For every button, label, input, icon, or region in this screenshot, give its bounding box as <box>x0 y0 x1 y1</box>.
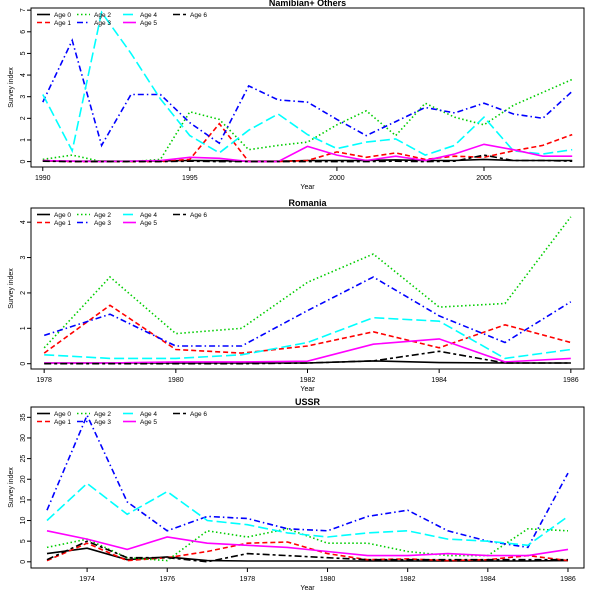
y-tick-label: 6 <box>20 30 27 34</box>
y-tick-label: 10 <box>20 517 27 525</box>
legend-label: Age 5 <box>140 20 157 27</box>
legend-label: Age 4 <box>140 12 157 19</box>
series-line-age-2 <box>42 78 573 163</box>
series-line-age-3 <box>42 38 573 148</box>
y-tick-label: 0 <box>20 362 27 366</box>
y-axis-label: Survey index <box>8 67 15 108</box>
series-line-age-0 <box>46 547 569 562</box>
y-tick-label: 0 <box>20 560 27 564</box>
y-tick-label: 1 <box>20 138 27 142</box>
series-line-age-1 <box>46 541 569 562</box>
x-tick-label: 1986 <box>563 377 579 384</box>
y-tick-label: 3 <box>20 255 27 259</box>
legend-label: Age 1 <box>54 220 71 227</box>
series-line-age-1 <box>43 304 572 354</box>
x-tick-label: 1974 <box>79 576 95 583</box>
panel-title: Namibian+ Others <box>269 0 346 8</box>
legend-label: Age 2 <box>94 212 111 219</box>
series-line-age-3 <box>46 413 569 549</box>
panel-title: USSR <box>295 397 321 407</box>
y-tick-label: 4 <box>20 220 27 224</box>
y-tick-label: 3 <box>20 95 27 99</box>
x-tick-label: 1995 <box>182 175 198 182</box>
series-line-age-4 <box>46 482 569 547</box>
series-line-age-4 <box>44 316 571 360</box>
legend-label: Age 1 <box>54 419 71 426</box>
y-tick-label: 25 <box>20 455 27 463</box>
x-tick-label: 1980 <box>168 377 184 384</box>
legend-label: Age 6 <box>190 411 207 418</box>
legend-label: Age 2 <box>94 411 111 418</box>
panel-3: USSR 0 5 10 15 20 25 30 35 1974 1976 1978 1980 1982 19… <box>8 397 585 592</box>
y-axis-label: Survey index <box>8 268 15 309</box>
x-tick-label: 1978 <box>240 576 256 583</box>
legend-label: Age 6 <box>190 12 207 19</box>
legend-label: Age 5 <box>140 419 157 426</box>
x-tick-label: 1978 <box>36 377 52 384</box>
series-line-age-2 <box>43 216 572 349</box>
y-tick-label: 20 <box>20 475 27 483</box>
y-tick-label: 4 <box>20 73 27 77</box>
y-tick-label: 7 <box>20 8 27 12</box>
x-axis-label: Year <box>300 386 315 393</box>
x-tick-label: 1984 <box>431 377 447 384</box>
x-tick-label: 1982 <box>300 377 316 384</box>
x-axis-label: Year <box>300 585 315 592</box>
x-tick-label: 1986 <box>560 576 576 583</box>
y-tick-label: 30 <box>20 434 27 442</box>
x-axis-label: Year <box>300 184 315 191</box>
legend-label: Age 0 <box>54 212 71 219</box>
panel-1: Namibian+ Others 0 1 2 3 4 5 6 7 1990 1995 2000 2005… <box>8 0 585 191</box>
series-line-age-5 <box>44 338 571 364</box>
y-tick-label: 0 <box>20 160 27 164</box>
legend-label: Age 3 <box>94 419 111 426</box>
plot-frame <box>30 406 585 569</box>
legend-label: Age 0 <box>54 411 71 418</box>
plot-frame <box>30 7 585 168</box>
legend-label: Age 0 <box>54 12 71 19</box>
series-line-age-5 <box>46 530 569 557</box>
series-line-age-6 <box>46 540 568 563</box>
y-tick-label: 5 <box>20 51 27 55</box>
legend-label: Age 3 <box>94 220 111 227</box>
y-tick-label: 1 <box>20 326 27 330</box>
panel-title: Romania <box>288 198 327 208</box>
y-axis-label: Survey index <box>8 467 15 508</box>
y-tick-label: 2 <box>20 116 27 120</box>
x-tick-label: 1984 <box>480 576 496 583</box>
legend-label: Age 4 <box>140 411 157 418</box>
panel-2: Romania 0 1 2 3 4 1978 1980 1982 1984 1986 Year Surv… <box>8 198 585 393</box>
y-tick-label: 15 <box>20 496 27 504</box>
legend-label: Age 6 <box>190 212 207 219</box>
x-tick-label: 2005 <box>476 175 492 182</box>
x-tick-label: 1980 <box>320 576 336 583</box>
x-tick-label: 1976 <box>159 576 175 583</box>
series-line-age-5 <box>42 143 573 163</box>
legend-label: Age 1 <box>54 20 71 27</box>
x-tick-label: 1990 <box>35 175 51 182</box>
legend-label: Age 4 <box>140 212 157 219</box>
series-line-age-4 <box>42 10 573 156</box>
y-tick-label: 2 <box>20 291 27 295</box>
y-tick-label: 5 <box>20 539 27 543</box>
legend-label: Age 5 <box>140 220 157 227</box>
x-tick-label: 2000 <box>329 175 345 182</box>
plot-frame <box>30 207 585 370</box>
legend-label: Age 2 <box>94 12 111 19</box>
x-tick-label: 1982 <box>400 576 416 583</box>
legend-label: Age 3 <box>94 20 111 27</box>
y-tick-label: 35 <box>20 413 27 421</box>
